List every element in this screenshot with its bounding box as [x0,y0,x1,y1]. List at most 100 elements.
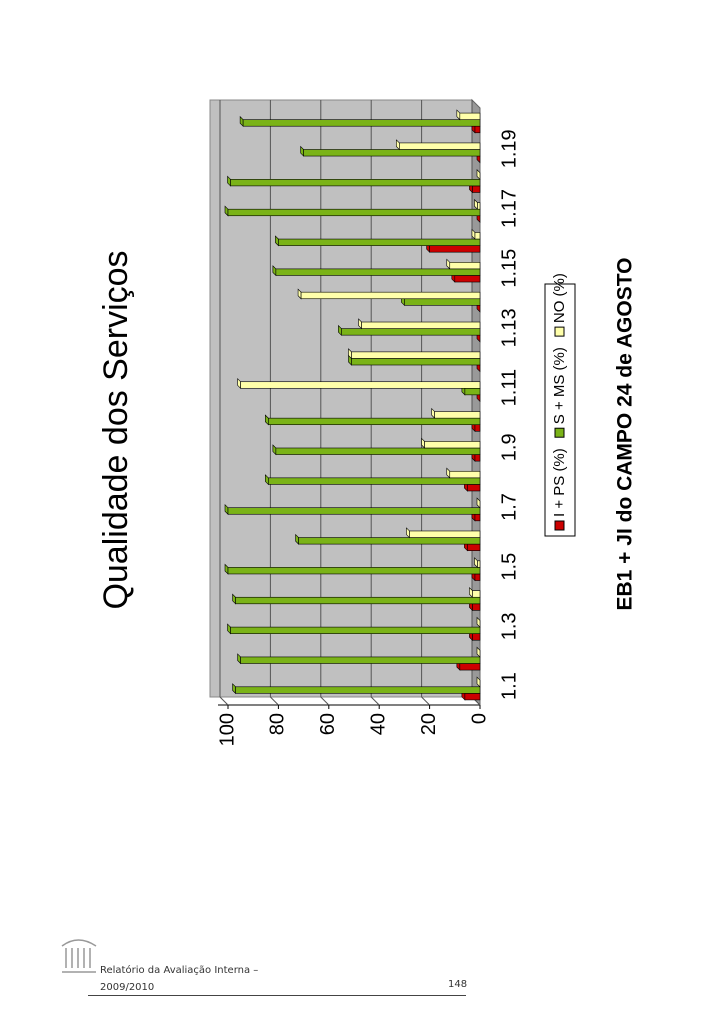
footer-rule [88,995,466,996]
bar-face [474,573,481,581]
bar [237,378,481,390]
bar-face [351,358,481,366]
bar-face [242,119,481,127]
legend: I + PS (%) S + MS (%) NO (%) [544,273,576,537]
bar-top [476,676,481,688]
bar-face [235,686,481,694]
bar-face [429,245,481,253]
bar-face [464,693,481,701]
x-tick-label: 1.9 [498,433,520,461]
bar [224,205,481,217]
y-tick-label: 20 [418,713,440,735]
x-tick-label: 1.19 [498,129,520,168]
bar-face [227,208,481,217]
bar-face [474,454,481,462]
bar-top [476,646,481,658]
legend-swatch [554,520,565,531]
bar-face [303,149,481,157]
bar-face [477,202,481,210]
bar [265,474,481,486]
y-tick-label: 60 [317,713,339,735]
bar-face [227,567,481,575]
bar [476,497,481,509]
bar [224,503,481,515]
bar [295,533,481,545]
y-tick-label: 0 [468,713,490,724]
bar [471,228,481,240]
bar [227,175,481,187]
x-tick-label: 1.1 [498,672,520,700]
bar [421,437,481,449]
bar-face [275,447,481,455]
legend-swatch [554,427,565,438]
bar-face [351,351,481,359]
bar [358,318,481,330]
bar [297,288,481,300]
bar-face [300,291,481,300]
bar-face [424,441,481,449]
bar [426,241,481,253]
bar [272,265,481,277]
grid-line [269,100,279,706]
bar-face [474,513,481,522]
bar [461,384,481,396]
legend-label: NO (%) [551,273,568,323]
bar [275,235,481,247]
bar-face [472,590,481,598]
x-tick-label: 1.11 [498,369,520,406]
legend-label: S + MS (%) [551,347,568,424]
bar-face [467,484,481,492]
bar-face [467,543,481,551]
rotated-chart: Qualidade dos Serviços EB1 + JI do CAMPO… [97,98,637,746]
x-tick-label: 1.7 [498,493,520,521]
bar-top [476,616,481,628]
footer-text: Relatório da Avaliação Interna – 2009/20… [100,965,259,993]
bar-face [268,477,481,485]
bar-face [361,321,481,329]
bar-face [230,626,481,634]
y-tick-label: 100 [216,713,238,746]
bar [272,444,481,456]
bar-face [474,232,481,240]
bar-face [278,238,481,246]
bar [396,139,481,151]
bar-face [454,275,481,283]
legend-label: I + PS (%) [551,448,568,517]
bar [227,623,481,635]
bar-face [449,262,481,270]
bar-top [476,169,481,181]
y-tick-label: 40 [367,713,389,735]
bar-face [464,387,481,396]
bar-face [240,656,481,664]
bar [469,586,481,598]
bar [338,324,481,336]
bar [446,467,481,479]
x-tick-label: 1.3 [498,612,520,640]
bar [232,683,481,695]
bar-face [474,424,481,432]
plot-wall [209,99,473,698]
chart-subtitle: EB1 + JI do CAMPO 24 de AGOSTO [614,257,637,610]
bar-face [341,328,481,336]
bar-face [472,603,481,611]
bar-face [449,470,481,479]
bar-face [235,596,481,605]
x-tick-label: 1.15 [498,249,520,288]
bar-face [472,185,481,193]
bar-face [399,142,481,150]
bar [348,348,481,360]
bar-face [459,112,481,120]
bar [224,563,481,575]
y-tick-label: 80 [267,713,289,735]
bar-face [474,125,481,134]
page-number: 148 [448,979,468,990]
bar [446,258,481,270]
x-tick-label: 1.5 [498,553,520,581]
bar [476,646,481,658]
legend-swatch [554,326,565,337]
bar [476,616,481,628]
bar-face [240,381,481,389]
legend-box [544,283,576,537]
bar [431,407,481,419]
